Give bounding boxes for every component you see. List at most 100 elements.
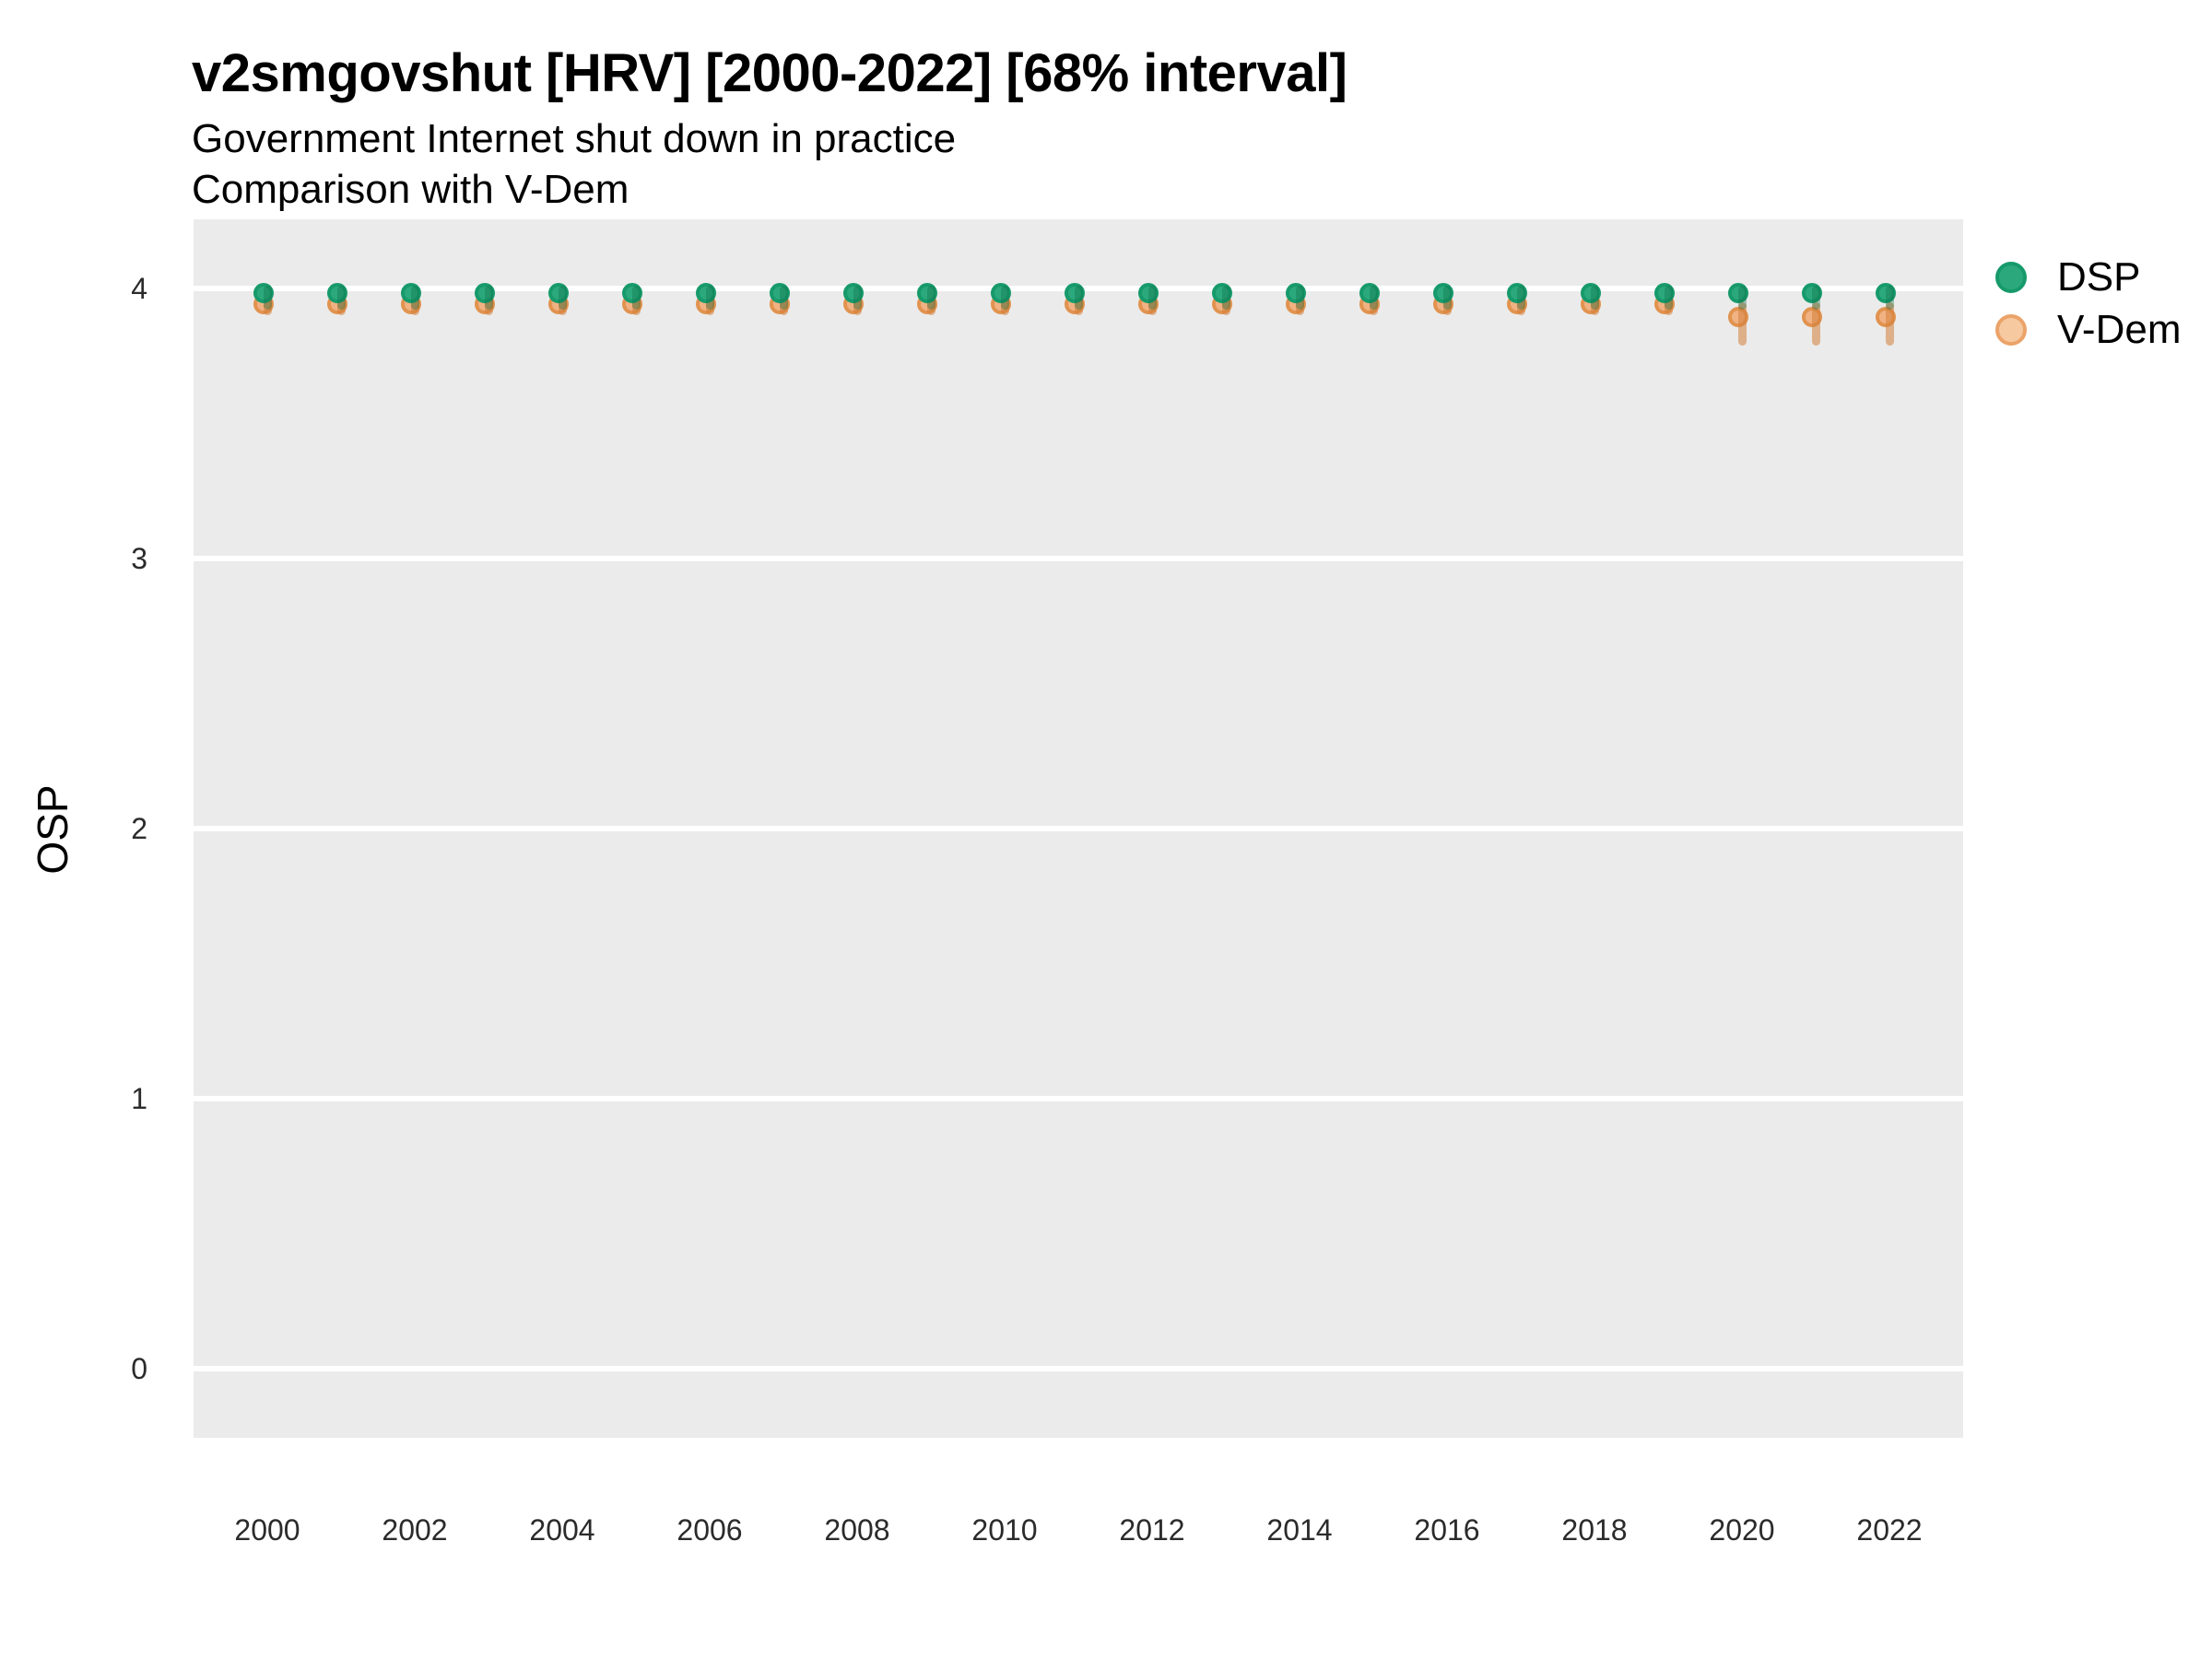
vdem-interval-2016	[1442, 296, 1452, 316]
dsp-interval-2002	[410, 286, 419, 311]
dsp-point-2012	[1138, 282, 1159, 303]
dsp-interval-2012	[1147, 286, 1157, 311]
dsp-interval-2001	[336, 286, 346, 311]
dsp-point-2018	[1581, 282, 1601, 303]
plot-area	[194, 219, 1963, 1438]
legend: DSP V-Dem	[1995, 251, 2181, 356]
vdem-interval-2009	[926, 296, 935, 316]
x-tick-label-2008: 2008	[824, 1513, 890, 1547]
dsp-interval-2005	[631, 286, 641, 311]
dsp-interval-2000	[263, 286, 272, 311]
y-tick-label-0: 0	[131, 1352, 147, 1385]
dsp-point-2008	[843, 282, 864, 303]
vdem-interval-2006	[705, 296, 714, 316]
vdem-interval-2008	[853, 296, 862, 316]
x-tick-label-2012: 2012	[1119, 1513, 1185, 1547]
dsp-point-2004	[548, 282, 569, 303]
vdem-interval-2022	[1885, 301, 1894, 346]
vdem-interval-2010	[1000, 296, 1009, 316]
dsp-point-2007	[770, 282, 790, 303]
dsp-interval-2007	[779, 286, 788, 311]
dsp-interval-2014	[1295, 286, 1304, 311]
gridline-y-2	[194, 826, 1963, 831]
dsp-interval-2018	[1590, 286, 1599, 311]
x-tick-label-2014: 2014	[1266, 1513, 1333, 1547]
dsp-interval-2009	[926, 286, 935, 311]
legend-vdem-label: V-Dem	[2057, 306, 2182, 352]
vdem-interval-2002	[410, 296, 419, 316]
chart-subtitle-2: Comparison with V-Dem	[192, 167, 629, 212]
x-tick-label-2004: 2004	[529, 1513, 595, 1547]
vdem-interval-2015	[1369, 296, 1378, 316]
x-tick-label-2002: 2002	[382, 1513, 448, 1547]
dsp-interval-2020	[1737, 286, 1747, 311]
dsp-point-2011	[1065, 282, 1085, 303]
vdem-interval-2000	[263, 296, 272, 316]
dsp-point-2021	[1802, 282, 1822, 303]
gridline-y-1	[194, 1096, 1963, 1101]
x-tick-label-2022: 2022	[1856, 1513, 1923, 1547]
chart-title: v2smgovshut [HRV] [2000-2022] [68% inter…	[192, 43, 1347, 103]
dsp-point-2006	[696, 282, 716, 303]
dsp-interval-2017	[1516, 286, 1525, 311]
dsp-point-2010	[991, 282, 1011, 303]
vdem-interval-2013	[1221, 296, 1230, 316]
dsp-interval-2006	[705, 286, 714, 311]
dsp-point-2014	[1286, 282, 1306, 303]
dsp-interval-2019	[1664, 286, 1673, 311]
x-tick-label-2020: 2020	[1709, 1513, 1775, 1547]
gridline-y-3	[194, 556, 1963, 561]
dsp-interval-2013	[1221, 286, 1230, 311]
dsp-interval-2011	[1074, 286, 1083, 311]
dsp-point-2020	[1728, 282, 1748, 303]
vdem-interval-2018	[1590, 296, 1599, 316]
dsp-interval-2010	[1000, 286, 1009, 311]
chart-subtitle-1: Government Internet shut down in practic…	[192, 116, 957, 161]
dsp-interval-2015	[1369, 286, 1378, 311]
dsp-point-2015	[1359, 282, 1380, 303]
gridline-y-0	[194, 1366, 1963, 1371]
dsp-point-2002	[401, 282, 421, 303]
vdem-interval-2005	[631, 296, 641, 316]
y-tick-label-4: 4	[131, 272, 147, 305]
dsp-interval-2003	[484, 286, 493, 311]
dsp-point-2013	[1212, 282, 1232, 303]
x-tick-label-2010: 2010	[971, 1513, 1038, 1547]
dsp-point-2003	[475, 282, 495, 303]
legend-dsp-label: DSP	[2057, 253, 2141, 300]
y-tick-label-1: 1	[131, 1082, 147, 1115]
dsp-point-2000	[253, 282, 274, 303]
dsp-interval-2016	[1442, 286, 1452, 311]
x-tick-label-2000: 2000	[234, 1513, 300, 1547]
y-tick-label-3: 3	[131, 542, 147, 575]
dsp-point-2005	[622, 282, 642, 303]
vdem-interval-2004	[558, 296, 567, 316]
vdem-interval-2007	[779, 296, 788, 316]
dsp-point-2022	[1876, 282, 1896, 303]
y-tick-label-2: 2	[131, 812, 147, 845]
legend-dsp-marker-icon	[1995, 261, 2027, 293]
vdem-interval-2001	[336, 296, 346, 316]
vdem-interval-2021	[1811, 301, 1820, 346]
vdem-interval-2014	[1295, 296, 1304, 316]
dsp-point-2017	[1507, 282, 1527, 303]
dsp-point-2019	[1654, 282, 1675, 303]
vdem-interval-2019	[1664, 296, 1673, 316]
dsp-interval-2022	[1885, 286, 1894, 311]
dsp-interval-2008	[853, 286, 862, 311]
dsp-point-2016	[1433, 282, 1453, 303]
x-tick-label-2016: 2016	[1414, 1513, 1480, 1547]
x-tick-label-2018: 2018	[1561, 1513, 1628, 1547]
dsp-interval-2021	[1811, 286, 1820, 311]
legend-item-vdem: V-Dem	[1995, 303, 2181, 356]
vdem-interval-2011	[1074, 296, 1083, 316]
vdem-interval-2012	[1147, 296, 1157, 316]
x-tick-label-2006: 2006	[677, 1513, 743, 1547]
dsp-interval-2004	[558, 286, 567, 311]
vdem-interval-2017	[1516, 296, 1525, 316]
dsp-point-2001	[327, 282, 347, 303]
vdem-interval-2020	[1737, 301, 1747, 346]
dsp-point-2009	[917, 282, 937, 303]
legend-item-dsp: DSP	[1995, 251, 2181, 303]
